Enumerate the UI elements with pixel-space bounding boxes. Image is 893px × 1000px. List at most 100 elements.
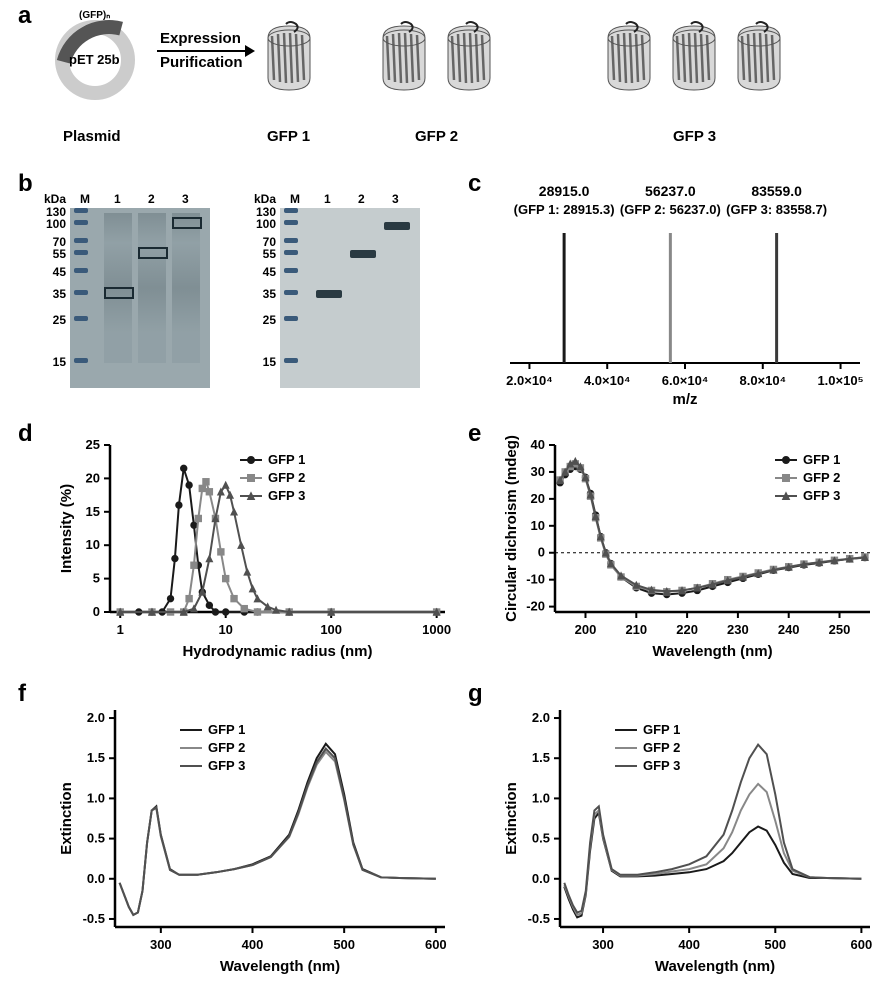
mw-label: 45 <box>248 265 276 279</box>
marker-band <box>284 358 298 363</box>
plasmid-name: pET 25b <box>69 52 120 67</box>
panel-c-ms: 2.0×10⁴4.0×10⁴6.0×10⁴8.0×10⁴1.0×10⁵m/z28… <box>500 178 870 408</box>
svg-text:GFP 2: GFP 2 <box>208 740 245 755</box>
svg-text:1.0×10⁵: 1.0×10⁵ <box>817 373 863 388</box>
gfp3-label: GFP 3 <box>673 128 716 145</box>
marker-band <box>74 220 88 225</box>
svg-text:Intensity (%): Intensity (%) <box>58 484 75 573</box>
mw-label: 100 <box>38 217 66 231</box>
svg-text:(GFP 2: 56237.0): (GFP 2: 56237.0) <box>620 202 721 217</box>
svg-text:GFP 1: GFP 1 <box>208 722 245 737</box>
svg-text:GFP 2: GFP 2 <box>803 470 840 485</box>
svg-text:(GFP 1: 28915.3): (GFP 1: 28915.3) <box>514 202 615 217</box>
lane-3: 3 <box>392 192 399 206</box>
svg-text:20: 20 <box>531 491 545 506</box>
svg-text:10: 10 <box>531 518 545 533</box>
lane-m: M <box>290 192 300 206</box>
svg-text:500: 500 <box>764 937 786 952</box>
svg-text:0: 0 <box>538 545 545 560</box>
mw-label: 100 <box>248 217 276 231</box>
svg-text:10: 10 <box>86 537 100 552</box>
svg-text:220: 220 <box>676 622 698 637</box>
gfp-barrel-icon <box>665 20 723 92</box>
panel-d-dls: 05101520251101001000Hydrodynamic radius … <box>55 435 455 665</box>
svg-text:300: 300 <box>592 937 614 952</box>
gfp-barrel-icon <box>375 20 433 92</box>
svg-text:m/z: m/z <box>672 391 697 408</box>
mw-label: 55 <box>248 247 276 261</box>
lane-1: 1 <box>114 192 121 206</box>
mw-label: 25 <box>38 313 66 327</box>
marker-band <box>74 316 88 321</box>
gfp-barrel-icon <box>600 20 658 92</box>
lane-m: M <box>80 192 90 206</box>
svg-text:1.5: 1.5 <box>532 750 550 765</box>
svg-text:15: 15 <box>86 504 100 519</box>
svg-text:0: 0 <box>93 604 100 619</box>
svg-text:Wavelength (nm): Wavelength (nm) <box>220 958 340 975</box>
svg-text:230: 230 <box>727 622 749 637</box>
svg-text:Circular dichroism (mdeg): Circular dichroism (mdeg) <box>503 435 520 622</box>
svg-text:1000: 1000 <box>422 622 451 637</box>
gfp-barrel-icon <box>730 20 788 92</box>
svg-text:2.0×10⁴: 2.0×10⁴ <box>506 373 553 388</box>
kda-label: kDa <box>44 192 66 206</box>
svg-text:210: 210 <box>625 622 647 637</box>
svg-text:600: 600 <box>851 937 873 952</box>
svg-text:400: 400 <box>678 937 700 952</box>
svg-text:300: 300 <box>150 937 172 952</box>
svg-text:40: 40 <box>531 437 545 452</box>
gfp-barrel-icon <box>440 20 498 92</box>
svg-text:600: 600 <box>425 937 447 952</box>
svg-text:-10: -10 <box>526 572 545 587</box>
mw-label: 55 <box>38 247 66 261</box>
panel-label-f: f <box>18 680 26 708</box>
svg-text:GFP 3: GFP 3 <box>803 488 840 503</box>
svg-text:GFP 3: GFP 3 <box>268 488 305 503</box>
panel-label-c: c <box>468 170 481 198</box>
gel-image <box>280 208 420 388</box>
svg-text:250: 250 <box>829 622 851 637</box>
panel-e-cd: -20-10010203040200210220230240250Wavelen… <box>500 435 880 665</box>
lane-3: 3 <box>182 192 189 206</box>
lane-2: 2 <box>358 192 365 206</box>
gfp1-label: GFP 1 <box>267 128 310 145</box>
highlight-box <box>138 247 168 259</box>
svg-text:Extinction: Extinction <box>503 782 520 855</box>
mw-label: 35 <box>248 287 276 301</box>
marker-band <box>284 208 298 213</box>
marker-band <box>284 316 298 321</box>
svg-text:83559.0: 83559.0 <box>751 183 802 199</box>
svg-text:200: 200 <box>575 622 597 637</box>
svg-text:-20: -20 <box>526 599 545 614</box>
svg-text:240: 240 <box>778 622 800 637</box>
gfp-barrel-icon <box>260 20 318 92</box>
panel-a: (GFP)ₙ pET 25b Plasmid Expression Purifi… <box>45 10 865 160</box>
svg-text:20: 20 <box>86 470 100 485</box>
arrow-label-expression: Expression <box>160 30 241 47</box>
svg-text:500: 500 <box>333 937 355 952</box>
svg-text:Extinction: Extinction <box>58 782 75 855</box>
marker-band <box>74 250 88 255</box>
arrow-label-purification: Purification <box>160 54 243 71</box>
svg-text:4.0×10⁴: 4.0×10⁴ <box>584 373 631 388</box>
svg-text:(GFP 3: 83558.7): (GFP 3: 83558.7) <box>726 202 827 217</box>
panel-g-ext: -0.50.00.51.01.52.0300400500600Wavelengt… <box>500 700 880 980</box>
mw-label: 15 <box>248 355 276 369</box>
svg-text:Wavelength (nm): Wavelength (nm) <box>655 958 775 975</box>
panel-b: kDa M 1 2 3 130100705545352515 kDa M 1 2… <box>42 192 462 407</box>
svg-text:0.0: 0.0 <box>87 871 105 886</box>
svg-text:2.0: 2.0 <box>87 710 105 725</box>
svg-text:GFP 3: GFP 3 <box>643 758 680 773</box>
svg-text:10: 10 <box>218 622 232 637</box>
mw-label: 35 <box>38 287 66 301</box>
marker-band <box>284 268 298 273</box>
highlight-box <box>104 287 134 299</box>
svg-text:5: 5 <box>93 571 100 586</box>
highlight-box <box>172 217 202 229</box>
svg-text:6.0×10⁴: 6.0×10⁴ <box>662 373 709 388</box>
svg-text:100: 100 <box>320 622 342 637</box>
marker-band <box>74 238 88 243</box>
svg-text:GFP 1: GFP 1 <box>643 722 680 737</box>
plasmid-caption: Plasmid <box>63 128 121 145</box>
